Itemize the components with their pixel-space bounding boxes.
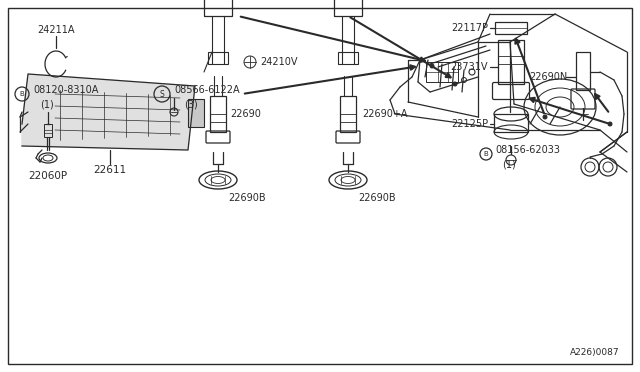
Bar — [340, 96, 356, 132]
Text: 24211A: 24211A — [37, 25, 75, 35]
Bar — [208, 52, 228, 64]
Text: 24210V: 24210V — [260, 57, 298, 67]
Text: 08120-8310A: 08120-8310A — [33, 85, 99, 95]
Text: 22060P: 22060P — [28, 171, 68, 181]
Text: B: B — [20, 91, 24, 97]
Text: (3): (3) — [184, 99, 198, 109]
Text: 23731V: 23731V — [451, 62, 488, 72]
Bar — [498, 40, 524, 84]
Bar — [210, 96, 226, 132]
Text: 22690: 22690 — [230, 109, 261, 119]
Text: (1): (1) — [40, 99, 54, 109]
Bar — [338, 52, 358, 64]
Bar — [494, 114, 528, 132]
Bar — [204, 0, 232, 16]
Text: 22690N: 22690N — [530, 72, 568, 82]
Bar — [44, 124, 52, 137]
Bar — [188, 99, 204, 127]
Bar — [334, 0, 362, 16]
Text: (1): (1) — [502, 159, 516, 169]
Circle shape — [430, 64, 434, 68]
Polygon shape — [22, 74, 195, 150]
Text: A226)0087: A226)0087 — [570, 347, 620, 356]
Text: 22117P: 22117P — [451, 23, 488, 33]
Text: 22690B: 22690B — [228, 193, 266, 203]
Text: 08566-6122A: 08566-6122A — [174, 85, 239, 95]
Bar — [426, 62, 458, 82]
Text: 22690B: 22690B — [358, 193, 396, 203]
Text: S: S — [159, 90, 164, 99]
Circle shape — [453, 82, 457, 86]
Circle shape — [608, 122, 612, 126]
Text: 22611: 22611 — [93, 165, 127, 175]
Bar — [495, 22, 527, 34]
Circle shape — [543, 115, 547, 119]
Bar — [576, 52, 590, 90]
Text: 08156-62033: 08156-62033 — [495, 145, 560, 155]
Text: B: B — [484, 151, 488, 157]
Text: 22690+A: 22690+A — [362, 109, 408, 119]
Text: 22125P: 22125P — [451, 119, 488, 129]
